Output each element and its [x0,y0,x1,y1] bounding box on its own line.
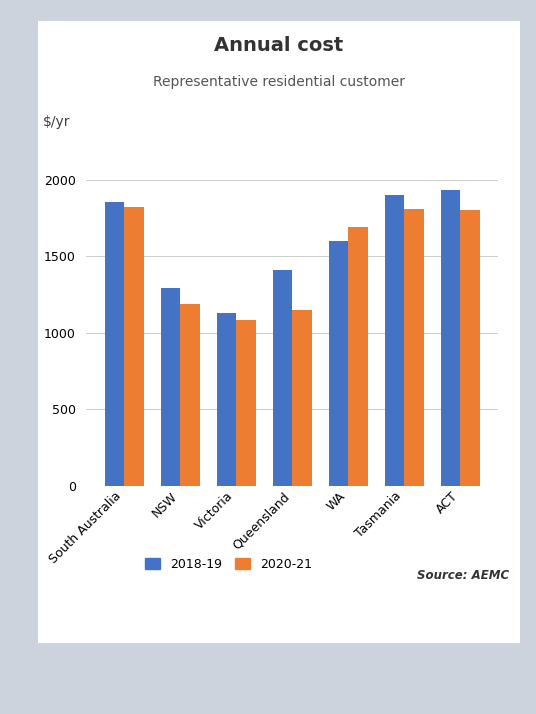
Legend: 2018-19, 2020-21: 2018-19, 2020-21 [140,553,317,575]
Text: Annual cost: Annual cost [214,36,344,55]
Bar [384,195,404,486]
Bar [160,288,180,486]
Bar [292,311,312,486]
Bar [404,208,424,486]
Bar [180,304,200,486]
Text: Representative residential customer: Representative residential customer [153,75,405,89]
Bar [329,241,348,486]
Bar [272,270,292,486]
Bar [441,190,460,486]
Bar [124,207,144,486]
Bar [236,320,256,486]
Bar [348,227,368,486]
Text: Source: AEMC: Source: AEMC [417,569,509,582]
Bar [460,210,480,486]
Bar [217,313,236,486]
Text: $/yr: $/yr [43,114,70,129]
Bar [105,203,124,486]
